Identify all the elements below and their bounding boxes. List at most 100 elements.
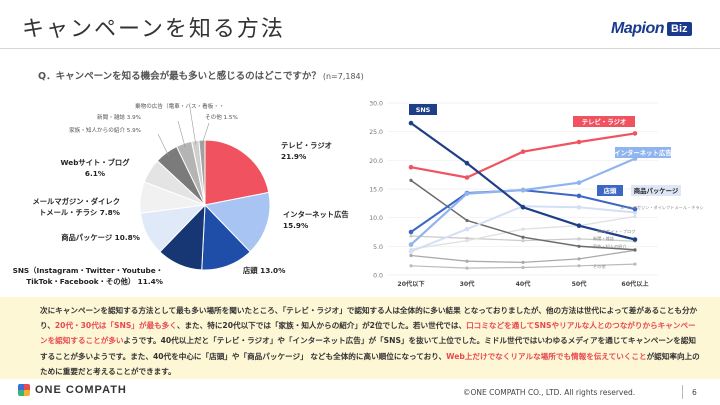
line-point-9 xyxy=(409,264,413,268)
y-tick-label: 25.0 xyxy=(369,129,383,136)
line-series-3 xyxy=(410,189,636,233)
question-text: Q．キャンペーンを知る機会が最も多いと感じるのはどこですか？ xyxy=(38,71,321,82)
line-point-0 xyxy=(464,160,470,166)
y-tick-label: 0.0 xyxy=(373,273,383,280)
pie-label-1: インターネット広告 xyxy=(283,210,349,219)
line-point-7 xyxy=(409,234,413,238)
series-note-6: メールマガジン・ダイレクトメール・チラシ xyxy=(620,204,704,211)
line-point-3 xyxy=(576,193,582,199)
summary-text-3: ようです。40代以上だと「テレビ・ラジオ」や「インターネット広告」が「SNS」を… xyxy=(40,336,696,361)
copyright: ©ONE COMPATH CO., LTD. All rights reserv… xyxy=(463,388,636,397)
summary-text-4: が認知率向上のために重要だと考えることができます。 xyxy=(40,351,700,376)
x-tick-label: 50代 xyxy=(572,280,588,288)
pie-label-6-b: 6.1% xyxy=(85,169,106,178)
pie-label-3-b: TikTok・Facebook・その他） 11.4% xyxy=(26,277,163,286)
line-point-4 xyxy=(632,210,638,215)
line-point-4 xyxy=(408,249,414,254)
line-point-1 xyxy=(576,139,582,145)
pie-slice-0 xyxy=(204,139,270,206)
series-tag-label-3: 店頭 xyxy=(604,186,617,195)
survey-question: Q．キャンペーンを知る機会が最も多いと感じるのはどこですか？ (n=7,184) xyxy=(38,68,364,82)
line-point-2 xyxy=(576,180,582,185)
line-point-6 xyxy=(465,239,469,243)
line-point-0 xyxy=(408,120,414,126)
y-tick-label: 10.0 xyxy=(369,215,383,222)
line-point-6 xyxy=(521,227,525,231)
line-point-8 xyxy=(521,260,525,264)
line-point-2 xyxy=(464,191,470,196)
one-compath-logo: ONE COMPATH xyxy=(18,384,127,396)
pie-label-2: 店頭 13.0% xyxy=(243,266,286,275)
pie-label-6: Webサイト・ブログ xyxy=(60,158,130,167)
line-point-7 xyxy=(465,236,469,240)
summary-highlight-3: Web上だけでなくリアルな場所でも情報を伝えていくこと xyxy=(446,351,647,361)
line-point-1 xyxy=(632,131,638,136)
series-note-9: その他 xyxy=(593,263,606,270)
line-point-9 xyxy=(633,262,637,266)
logo-biz-badge: Biz xyxy=(667,22,692,36)
x-tick-label: 60代以上 xyxy=(621,280,649,288)
series-tag-4 xyxy=(631,185,681,196)
line-point-8 xyxy=(409,253,413,258)
pie-slice-1 xyxy=(204,191,271,253)
pie-label-5-b: トメール・チラシ 7.8% xyxy=(39,208,121,217)
line-point-1 xyxy=(520,149,526,154)
line-point-8 xyxy=(577,257,581,261)
line-point-7 xyxy=(521,239,525,243)
line-point-5 xyxy=(521,235,525,239)
page-title: キャンペーンを知る方法 xyxy=(22,17,285,42)
line-point-2 xyxy=(520,187,526,193)
series-tag-label-4: 商品パッケージ xyxy=(634,186,679,195)
y-tick-label: 30.0 xyxy=(369,101,383,108)
line-point-3 xyxy=(632,206,638,212)
y-tick-label: 5.0 xyxy=(373,244,383,251)
line-point-8 xyxy=(465,259,469,263)
summary-text-2: 、また、特に20代以下では「家族・知人からの紹介」が2位でした。若い世代では、 xyxy=(176,321,467,331)
summary-highlight-1: 20代・30代は「SNS」が最も多く xyxy=(54,321,177,331)
pie-label-5: メールマガジン・ダイレク xyxy=(32,197,120,206)
series-tag-label-2: インターネット広告 xyxy=(614,148,672,157)
pie-label-1-b: 15.9% xyxy=(283,221,309,230)
line-point-2 xyxy=(408,242,414,247)
pie-leader-9 xyxy=(189,107,197,145)
pie-label-3: SNS（Instagram・Twitter・Youtube・ xyxy=(13,266,163,275)
y-tick-label: 20.0 xyxy=(369,158,383,165)
x-tick-label: 20代以下 xyxy=(397,280,424,288)
line-point-0 xyxy=(520,205,526,210)
sample-size: (n=7,184) xyxy=(322,72,364,81)
line-point-9 xyxy=(465,266,469,270)
x-tick-label: 40代 xyxy=(516,280,532,288)
series-tag-2 xyxy=(615,147,671,158)
pie-leader-10 xyxy=(201,122,210,145)
one-compath-mark-icon xyxy=(18,384,30,396)
line-point-5 xyxy=(465,218,469,223)
pie-label-8: 新聞・雑誌 3.9% xyxy=(97,113,141,121)
series-tag-label-1: テレビ・ラジオ xyxy=(582,117,627,126)
series-tag-0 xyxy=(409,104,437,115)
line-point-1 xyxy=(408,164,414,170)
mapion-biz-logo: Mapion Biz xyxy=(611,20,692,38)
series-tag-label-0: SNS xyxy=(416,106,431,114)
line-point-5 xyxy=(633,248,637,252)
summary-text-1: 次にキャンペーンを認知する方法として最も多い場所を聞いたところ、「テレビ・ラジオ… xyxy=(40,306,698,331)
series-tag-3 xyxy=(597,185,623,196)
pie-leader-8 xyxy=(177,120,186,148)
line-point-9 xyxy=(521,265,525,270)
pie-slice-10 xyxy=(198,139,206,206)
line-point-5 xyxy=(577,244,581,248)
header-divider xyxy=(0,48,720,49)
pie-label-4: 商品パッケージ 10.8% xyxy=(61,233,140,242)
line-point-4 xyxy=(576,205,582,210)
pie-label-0-b: 21.9% xyxy=(281,152,307,161)
pie-label-9: 乗物の広告（電車・バス・看板・・ xyxy=(135,102,225,110)
page-number: 6 xyxy=(692,388,697,397)
x-tick-label: 30代 xyxy=(460,280,476,288)
series-note-8: 新聞・雑誌 xyxy=(593,235,615,242)
pie-label-10: その他 1.5% xyxy=(205,113,238,121)
series-tag-1 xyxy=(573,116,635,127)
line-point-0 xyxy=(632,237,638,242)
line-point-5 xyxy=(409,178,413,182)
summary-box: 次にキャンペーンを認知する方法として最も多い場所を聞いたところ、「テレビ・ラジオ… xyxy=(0,297,720,379)
pie-leader-7 xyxy=(157,133,169,157)
line-series-1 xyxy=(410,132,636,179)
